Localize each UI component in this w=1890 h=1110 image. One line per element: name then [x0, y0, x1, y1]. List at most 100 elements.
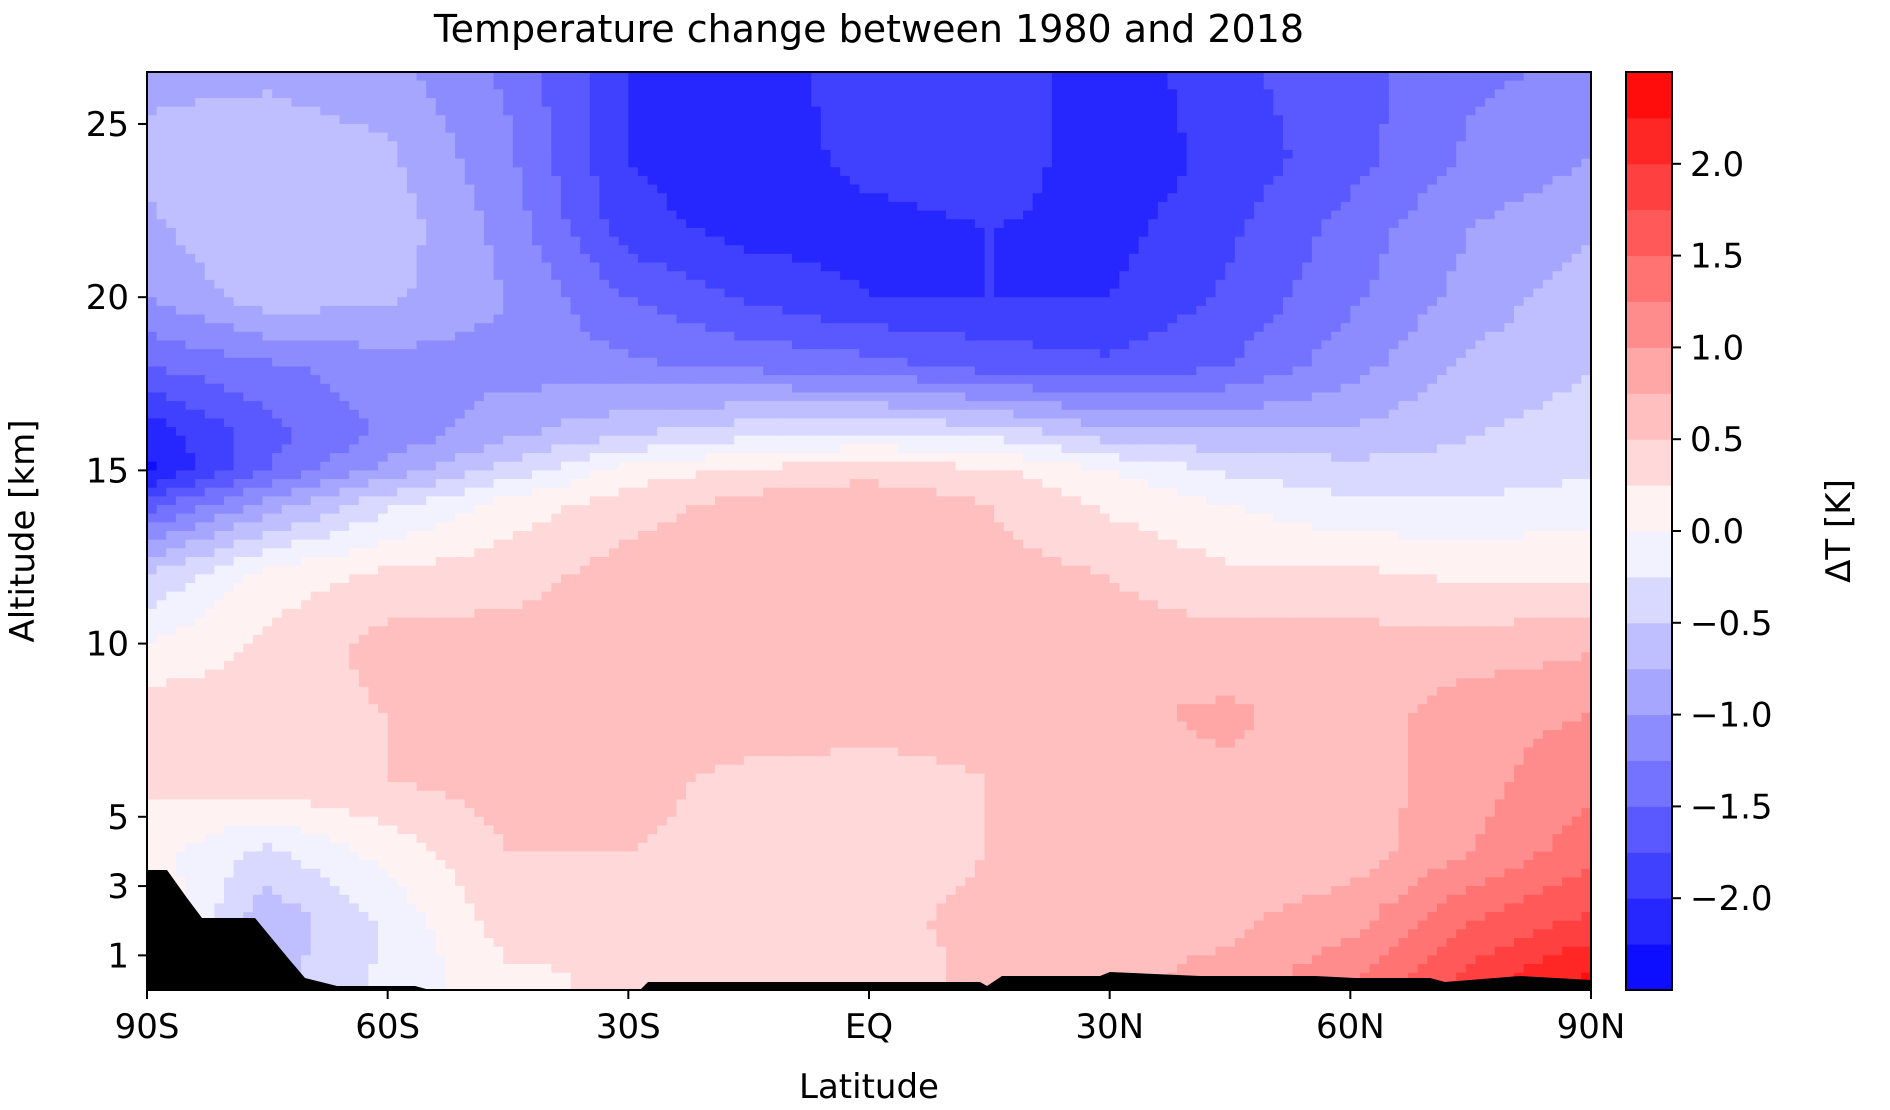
contour-cell — [435, 72, 447, 82]
contour-cell — [599, 167, 610, 177]
contour-cell — [474, 210, 485, 220]
contour-cell — [1100, 193, 1111, 203]
contour-cell — [1273, 115, 1284, 125]
contour-cell — [589, 210, 601, 220]
contour-cell — [1042, 331, 1053, 342]
contour-cell — [1302, 201, 1313, 212]
contour-cell — [522, 141, 533, 151]
contour-cell — [185, 323, 196, 333]
contour-cell — [609, 72, 620, 82]
contour-cell — [1157, 201, 1169, 212]
contour-cell — [464, 201, 475, 212]
contour-cell — [1302, 236, 1313, 246]
contour-cell — [1023, 245, 1034, 255]
contour-cell — [1533, 253, 1544, 264]
contour-cell — [743, 167, 755, 177]
contour-cell — [1254, 123, 1265, 134]
contour-cell — [628, 227, 639, 238]
contour-cell — [1571, 271, 1582, 281]
contour-cell — [445, 115, 456, 125]
contour-cell — [175, 167, 187, 177]
contour-cell — [1282, 227, 1294, 238]
contour-cell — [156, 72, 167, 82]
contour-cell — [647, 349, 658, 359]
contour-cell — [1359, 279, 1371, 290]
contour-cell — [1042, 72, 1053, 82]
contour-cell — [1051, 323, 1063, 333]
contour-cell — [666, 175, 678, 186]
contour-cell — [705, 245, 716, 255]
contour-cell — [281, 201, 292, 212]
contour-cell — [1533, 227, 1544, 238]
contour-cell — [1205, 123, 1217, 134]
contour-cell — [974, 115, 986, 125]
contour-cell — [1215, 349, 1226, 359]
contour-cell — [859, 201, 870, 212]
contour-cell — [926, 184, 937, 194]
contour-cell — [1388, 193, 1400, 203]
contour-cell — [1215, 132, 1226, 142]
contour-cell — [1186, 297, 1197, 307]
contour-cell — [1302, 123, 1313, 134]
contour-cell — [541, 193, 552, 203]
contour-cell — [1205, 253, 1217, 264]
contour-cell — [378, 123, 389, 134]
contour-cell — [464, 123, 475, 134]
contour-cell — [1379, 288, 1390, 298]
contour-cell — [926, 193, 937, 203]
contour-cell — [637, 80, 649, 90]
contour-cell — [1456, 297, 1467, 307]
contour-cell — [1533, 245, 1544, 255]
contour-cell — [1090, 314, 1101, 324]
contour-cell — [483, 72, 495, 82]
contour-cell — [666, 236, 678, 246]
contour-cell — [320, 123, 331, 134]
contour-cell — [1138, 97, 1149, 108]
contour-cell — [1523, 167, 1534, 177]
contour-cell — [801, 132, 812, 142]
contour-cell — [589, 193, 601, 203]
contour-cell — [1225, 314, 1236, 324]
contour-cell — [551, 158, 562, 168]
contour-cell — [637, 158, 649, 168]
contour-cell — [464, 305, 475, 316]
contour-cell — [522, 201, 533, 212]
contour-cell — [1244, 210, 1255, 220]
contour-cell — [233, 158, 244, 168]
contour-cell — [320, 297, 331, 307]
contour-cell — [1100, 149, 1111, 160]
contour-cell — [1533, 89, 1544, 99]
contour-cell — [175, 115, 187, 125]
contour-cell — [647, 210, 658, 220]
contour-cell — [551, 184, 562, 194]
contour-cell — [1273, 193, 1284, 203]
contour-cell — [310, 89, 321, 99]
contour-cell — [1263, 175, 1274, 186]
contour-cell — [435, 340, 447, 350]
contour-cell — [1023, 305, 1034, 316]
contour-cell — [666, 80, 678, 90]
contour-cell — [185, 184, 196, 194]
contour-cell — [1138, 210, 1149, 220]
contour-cell — [272, 97, 283, 108]
contour-cell — [560, 305, 572, 316]
contour-cell — [551, 123, 562, 134]
contour-cell — [1032, 167, 1043, 177]
contour-cell — [560, 288, 572, 298]
contour-cell — [1167, 210, 1178, 220]
contour-cell — [195, 158, 206, 168]
contour-cell — [1562, 167, 1573, 177]
contour-cell — [175, 72, 187, 82]
contour-cell — [686, 297, 697, 307]
contour-cell — [1051, 340, 1063, 350]
contour-cell — [1273, 80, 1284, 90]
contour-cell — [1128, 349, 1140, 359]
contour-cell — [204, 236, 215, 246]
contour-cell — [474, 297, 485, 307]
contour-cell — [1254, 175, 1265, 186]
contour-cell — [888, 340, 899, 350]
contour-cell — [1282, 167, 1294, 177]
contour-cell — [1234, 80, 1246, 90]
contour-cell — [349, 80, 360, 90]
contour-cell — [147, 219, 158, 229]
